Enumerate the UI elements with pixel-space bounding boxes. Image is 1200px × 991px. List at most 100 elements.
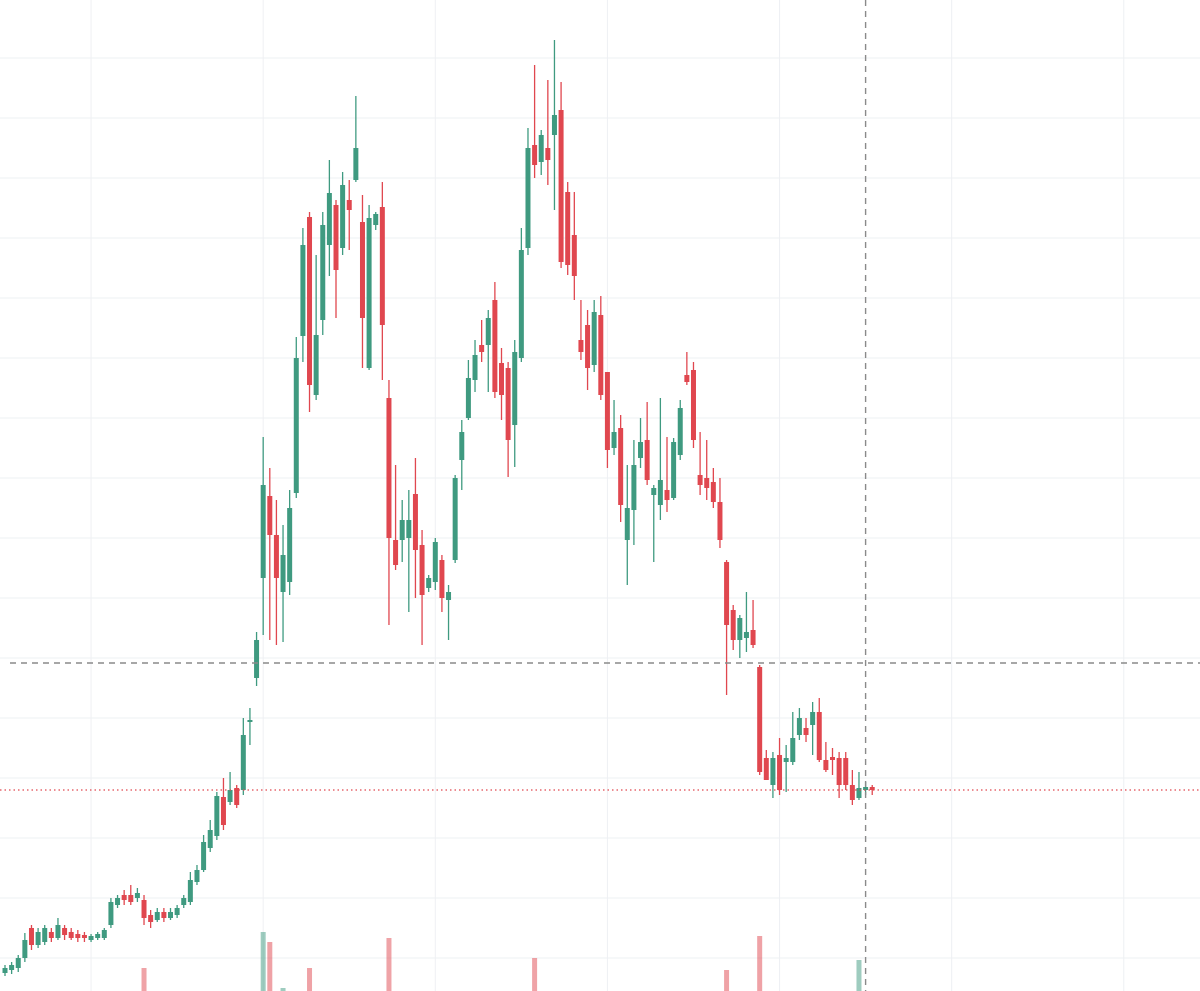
- candle-body: [578, 340, 584, 352]
- candle-body: [340, 185, 346, 248]
- candle-body: [260, 485, 266, 578]
- candle-body: [141, 900, 147, 918]
- candle-body: [479, 345, 485, 352]
- candle-body: [333, 205, 339, 270]
- volume-bars: [141, 932, 862, 991]
- candle-body: [386, 398, 392, 538]
- candle-body: [823, 760, 829, 770]
- candle-body: [796, 718, 802, 735]
- candle-body: [499, 363, 504, 395]
- candle-body: [48, 932, 54, 938]
- candle-body: [22, 940, 28, 958]
- candle-body: [108, 902, 114, 925]
- candle-body: [15, 958, 21, 968]
- candle-body: [724, 562, 730, 625]
- candle-body: [214, 796, 220, 836]
- candle-body: [565, 192, 571, 265]
- candle-body: [254, 640, 260, 678]
- candle-body: [42, 928, 48, 942]
- candle-body: [459, 432, 465, 460]
- volume-bar: [856, 960, 862, 991]
- candle-body: [830, 757, 835, 760]
- candle-body: [287, 508, 293, 582]
- candle-body: [359, 222, 365, 318]
- candle-body: [485, 318, 491, 345]
- candle-body: [446, 592, 452, 600]
- candle-body: [604, 372, 610, 450]
- candle-body: [770, 758, 776, 785]
- volume-bar: [386, 938, 392, 991]
- candle-body: [684, 375, 690, 382]
- candle-body: [353, 148, 359, 180]
- candle-body: [671, 442, 677, 498]
- candle-body: [551, 115, 557, 135]
- candle-body: [704, 478, 710, 488]
- candle-body: [154, 912, 160, 920]
- candle-body: [168, 912, 173, 918]
- candle-body: [247, 720, 253, 722]
- candle-body: [558, 110, 564, 262]
- candle-body: [465, 378, 471, 418]
- volume-bar: [532, 958, 538, 991]
- candle-body: [307, 217, 313, 385]
- candle-body: [518, 250, 524, 358]
- candle-body: [300, 245, 306, 336]
- candle-body: [399, 520, 405, 540]
- candle-body: [743, 632, 749, 638]
- candle-body: [373, 214, 379, 225]
- candle-body: [651, 488, 657, 495]
- candle-body: [128, 895, 134, 902]
- candle-body: [379, 207, 385, 325]
- candle-body: [81, 935, 87, 938]
- candle-body: [717, 502, 723, 540]
- candle-body: [181, 898, 187, 905]
- candle-body: [207, 830, 213, 848]
- candle-body: [174, 908, 180, 915]
- candle-body: [393, 540, 399, 565]
- candle-body: [525, 148, 531, 248]
- candle-body: [631, 465, 637, 510]
- candle-body: [849, 785, 855, 800]
- candle-body: [366, 218, 372, 368]
- candle-body: [134, 893, 140, 898]
- candle-body: [35, 932, 41, 945]
- candle-body: [432, 542, 438, 582]
- candle-body: [406, 520, 412, 538]
- candle-body: [313, 335, 319, 395]
- candle-body: [492, 300, 498, 392]
- candle-body: [810, 712, 816, 725]
- candle-body: [690, 370, 696, 440]
- candle-body: [28, 928, 34, 945]
- candle-body: [777, 755, 783, 790]
- candle-body: [638, 442, 644, 458]
- candle-body: [611, 432, 617, 448]
- candle-body: [618, 428, 624, 505]
- volume-bar: [307, 968, 313, 991]
- candle-body: [836, 758, 842, 785]
- candle-body: [426, 578, 432, 588]
- candle-body: [664, 490, 670, 500]
- candle-body: [863, 787, 869, 790]
- candle-body: [737, 618, 743, 640]
- candle-body: [95, 934, 101, 938]
- volume-bar: [757, 936, 763, 991]
- candle-body: [68, 932, 74, 938]
- candle-body: [472, 355, 478, 380]
- candle-body: [227, 790, 233, 802]
- candle-body: [585, 325, 591, 368]
- candle-body: [187, 880, 193, 902]
- candle-body: [677, 408, 683, 455]
- volume-bar: [267, 942, 273, 991]
- candle-body: [280, 555, 286, 592]
- candle-body: [240, 735, 246, 790]
- candle-body: [115, 898, 121, 905]
- candle-body: [783, 758, 789, 762]
- candle-body: [75, 934, 81, 938]
- candle-body: [532, 145, 538, 165]
- volume-bar: [260, 932, 266, 991]
- candle-body: [657, 480, 663, 505]
- candle-body: [803, 728, 809, 735]
